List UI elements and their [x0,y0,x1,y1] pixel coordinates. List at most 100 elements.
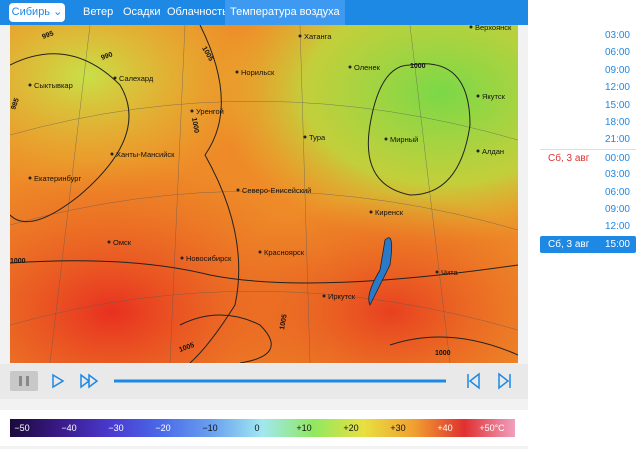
scale-label: +20 [343,423,359,433]
city-label: Омск [113,238,132,247]
scale-label: +10 [296,423,312,433]
isobar-label: 1005 [279,314,289,331]
scale-label: −50 [14,423,30,433]
city-label: Хатанга [304,32,332,41]
city-dot [236,188,240,192]
city-label: Алдан [482,147,504,156]
nav-bar: Сибирь ⌄ Ветер Осадки Облачность Температур… [0,0,528,25]
isobar-label: 1000 [190,117,200,134]
city-dot [435,270,439,274]
region-select[interactable]: Сибирь ⌄ [9,3,65,22]
time-item[interactable]: 06:00 [540,184,636,201]
city-label: Уренгой [196,107,224,116]
city-dot [28,83,32,87]
date-label: Сб, 3 авг [548,152,590,164]
city-label: Норильск [241,68,275,77]
time-item[interactable]: 06:00 [540,44,636,61]
scale-label: +30 [390,423,406,433]
city-label: Якутск [482,92,506,101]
nav-tab[interactable]: Облачность [167,6,228,18]
isobar-label: 1000 [435,350,451,357]
city-dot [107,240,111,244]
time-label: 18:00 [604,117,630,128]
city-label: Красноярск [264,248,305,257]
date-label: Сб, 3 авг [548,238,590,250]
city-dot [235,70,239,74]
time-label: 06:00 [604,186,630,198]
player-controls [10,371,511,391]
time-item[interactable]: 15:00 [540,97,636,114]
color-scale-panel: −50 −40 −30 −20 −10 0 +10 +20 +30 +40 +50°C [0,410,528,446]
time-label: 06:00 [604,47,630,59]
time-item[interactable]: 03:00 [540,166,636,183]
time-item[interactable]: 09:00 [540,201,636,218]
time-label: 09:00 [604,204,630,215]
map: Хатанга Верхоянск Салехард Норильск Оленек Сы… [10,25,518,363]
region-label: Сибирь [11,6,51,18]
city-dot [298,34,302,38]
city-dot [384,137,388,141]
skip-forward-button[interactable] [498,372,511,390]
time-label: 12:00 [604,221,630,233]
isobar-label: 995 [41,30,54,41]
city-label: Верхоянск [475,25,512,32]
city-label: Новосибирск [186,254,232,263]
nav-tab[interactable]: Осадки [123,6,161,18]
city-label: Мирный [390,135,418,144]
city-dot [476,149,480,153]
time-label: 15:00 [604,99,630,111]
pause-button[interactable] [10,371,38,391]
scale-label: 0 [254,423,260,433]
nav-tab[interactable]: Температура воздуха [225,0,345,25]
city-dot [258,250,262,254]
city-label: Киренск [375,208,404,217]
color-scale: −50 −40 −30 −20 −10 0 +10 +20 +30 +40 +50°C [10,419,515,437]
city-dot [348,65,352,69]
time-label: 12:00 [604,82,630,94]
scale-label: −40 [61,423,77,433]
skip-back-button[interactable] [467,372,480,390]
city-label: Ханты-Мансийск [116,150,175,159]
play-button[interactable] [52,373,65,389]
isobar-label: 1005 [178,342,195,354]
time-item[interactable]: 09:00 [540,62,636,79]
city-dot [369,210,373,214]
time-label: 09:00 [604,64,630,76]
scale-label: −20 [155,423,171,433]
city-dot [110,152,114,156]
city-dot [469,25,473,29]
timeline: 03:00 06:00 09:00 12:00 15:00 18:00 21:00 Сб, 3… [528,0,640,449]
isobar-label: 985 [10,97,21,110]
city-dot [180,256,184,260]
time-label: 03:00 [604,169,630,181]
fast-forward-button[interactable] [80,373,99,389]
isobar-label: 1000 [410,63,426,70]
city-label: Чита [441,268,459,277]
time-item[interactable]: 18:00 [540,114,636,131]
time-item[interactable]: Сб, 3 авг 00:00 [540,148,636,167]
time-item[interactable]: 21:00 [540,131,636,148]
city-dot [190,109,194,113]
time-item[interactable]: 12:00 [540,218,636,235]
player [0,364,528,399]
city-dot [322,294,326,298]
time-label: 21:00 [604,134,630,146]
pause-icon [19,376,22,386]
city-label: Екатеринбург [34,174,81,183]
nav-tab[interactable]: Ветер [83,6,114,18]
city-label: Сыктывкар [34,81,73,90]
city-label: Оленек [354,63,381,72]
pause-icon [26,376,29,386]
time-item[interactable]: Сб, 3 авг 15:00 [540,235,636,253]
city-dot [476,94,480,98]
time-item[interactable]: 03:00 [540,27,636,44]
city-dot [113,76,117,80]
time-item[interactable]: 12:00 [540,79,636,96]
scale-label: +50°C [479,423,505,433]
city-label: Салехард [119,74,154,83]
city-label: Северо-Енисейский [242,186,311,195]
isobar-label: 1000 [10,258,26,265]
time-label: 00:00 [604,152,630,164]
time-label: 15:00 [604,238,630,250]
